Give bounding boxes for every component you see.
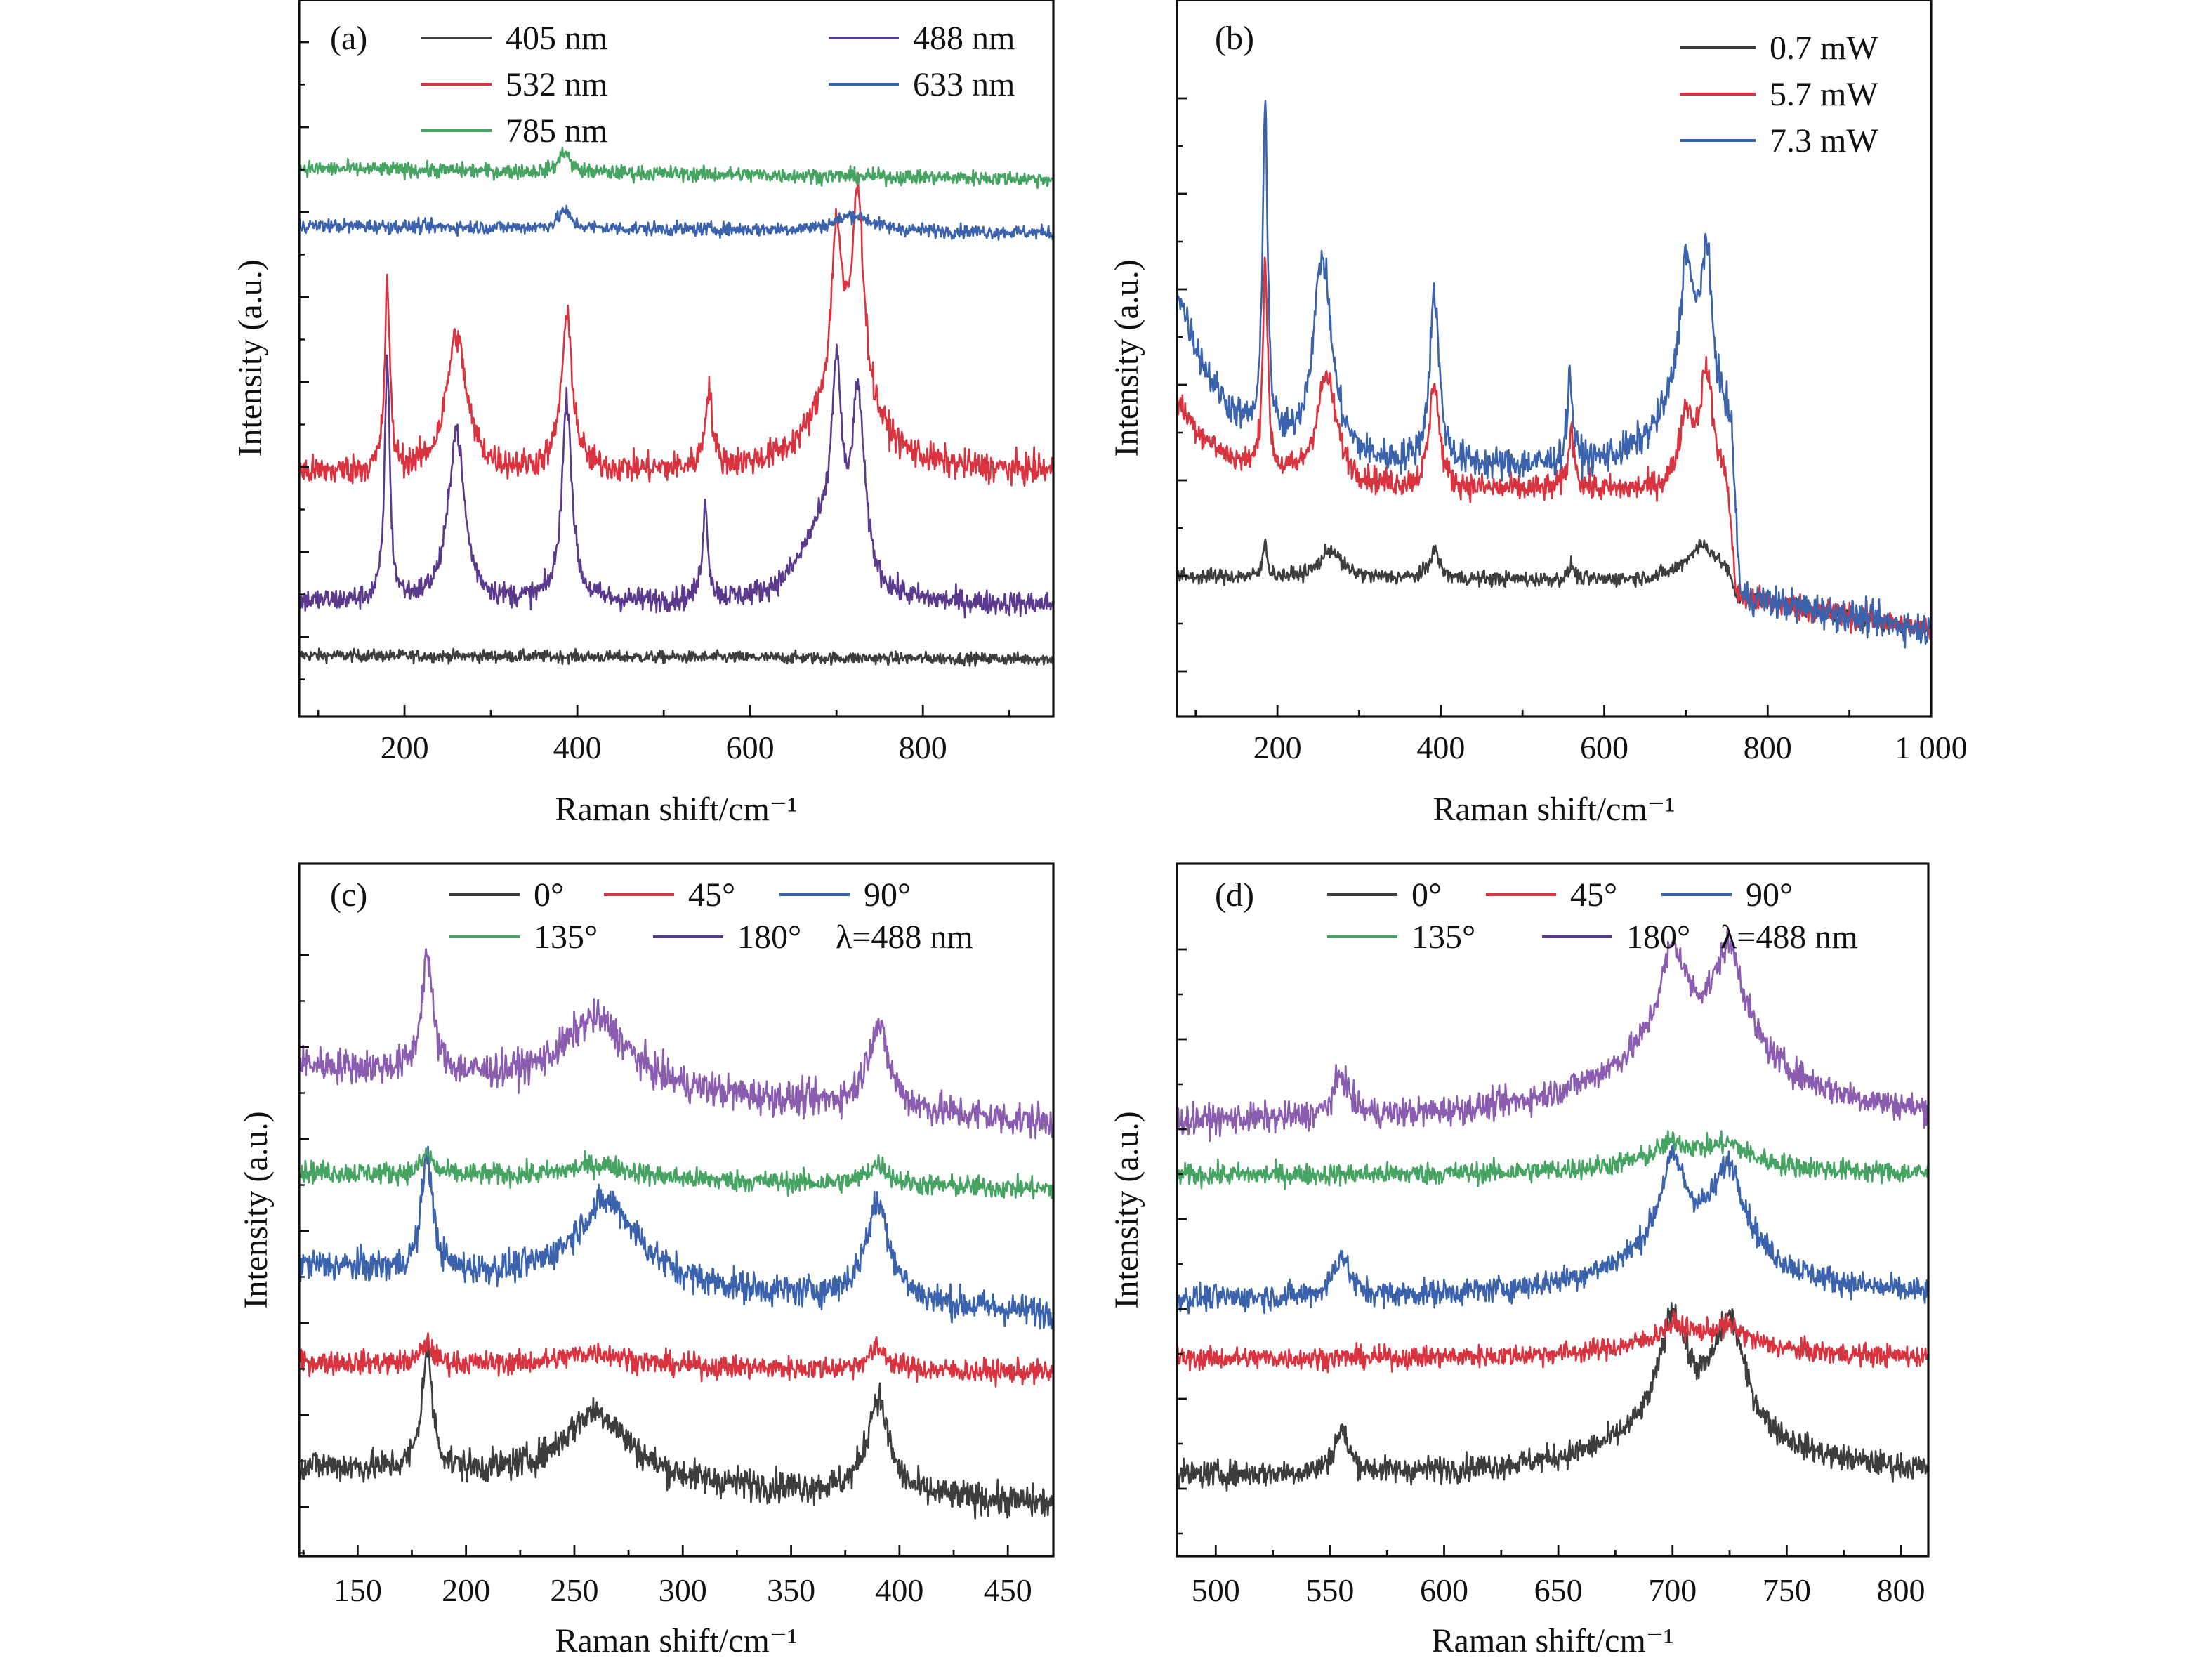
series-line-180° (1176, 928, 1930, 1143)
legend-entry: 90° (1746, 876, 1793, 914)
y-axis-label: Intensity (a.u.) (237, 1111, 275, 1308)
x-tick-label: 500 (1192, 1572, 1240, 1608)
legend-entry: 0.7 mW (1770, 29, 1878, 67)
wavelength-annotation: λ=488 nm (836, 919, 973, 956)
plot-frame (298, 862, 1055, 1558)
x-tick-label: 600 (1580, 730, 1628, 765)
legend-entry: 785 nm (506, 112, 607, 150)
x-axis-label: Raman shift/cm⁻¹ (555, 791, 798, 828)
series-line-0° (298, 1343, 1055, 1520)
panel-label: (c) (330, 876, 367, 914)
series-line-135° (298, 1147, 1054, 1200)
x-tick-label: 600 (1420, 1572, 1468, 1608)
y-axis-label: Intensity (a.u.) (1108, 259, 1145, 456)
legend-entry: 180° (1626, 919, 1690, 956)
legend-entry: 5.7 mW (1770, 76, 1878, 113)
legend-entry: 0° (1411, 876, 1442, 914)
panel-c: 150 200 250 300 350 400 450 Raman shift/cm⁻¹ Int… (237, 862, 1055, 1659)
series-line-180° (298, 948, 1055, 1140)
x-tick-label: 800 (1876, 1572, 1925, 1608)
x-tick-label: 400 (553, 730, 602, 765)
series-line-532nm (298, 172, 1055, 487)
series-line-488nm (298, 343, 1055, 619)
x-tick-label: 200 (442, 1572, 490, 1608)
panel-b: 200 400 600 800 1 000 Raman shift/cm⁻¹ Intensi… (1108, 0, 1968, 828)
series-line-135° (1176, 1130, 1930, 1190)
legend-entry: 135° (534, 919, 598, 956)
legend-entry: 0° (534, 876, 564, 914)
x-tick-label: 400 (1416, 730, 1465, 765)
x-tick-label: 200 (381, 730, 429, 765)
x-tick-label: 700 (1648, 1572, 1697, 1608)
x-tick-label: 550 (1305, 1572, 1354, 1608)
panel-label: (b) (1215, 20, 1254, 57)
series-line-633nm (298, 204, 1055, 241)
plot-frame (1176, 0, 1933, 718)
legend-entry: 45° (1570, 876, 1617, 914)
x-tick-label: 650 (1534, 1572, 1583, 1608)
legend: 405 nm 488 nm 532 nm 633 nm 785 nm (421, 20, 1015, 150)
x-tick-label: 150 (334, 1572, 382, 1608)
wavelength-annotation: λ=488 nm (1720, 919, 1858, 956)
series-line-45° (298, 1332, 1055, 1388)
legend-entry: 135° (1411, 919, 1475, 956)
legend-entry: 532 nm (506, 66, 607, 103)
series-line-90° (298, 1145, 1055, 1330)
panel-a: 200 400 600 800 Raman shift/cm⁻¹ Intensity (a… (232, 0, 1055, 828)
legend: 0.7 mW 5.7 mW 7.3 mW (1680, 29, 1878, 159)
series-line-0.7mW (1176, 538, 1931, 636)
x-axis-label: Raman shift/cm⁻¹ (1433, 791, 1676, 828)
y-axis-label: Intensity (a.u.) (1108, 1111, 1145, 1308)
legend-entry: 180° (737, 919, 801, 956)
x-tick-label: 400 (875, 1572, 923, 1608)
x-tick-label: 200 (1253, 730, 1302, 765)
legend-entry: 405 nm (506, 20, 607, 57)
panel-label: (a) (330, 20, 367, 57)
x-tick-label: 350 (767, 1572, 815, 1608)
x-axis-label: Raman shift/cm⁻¹ (1432, 1622, 1674, 1659)
x-tick-label: 800 (1744, 730, 1792, 765)
x-axis-label: Raman shift/cm⁻¹ (555, 1622, 798, 1659)
x-tick-label: 250 (550, 1572, 598, 1608)
legend: 0° 45° 90° 135° 180° λ=488 nm (449, 876, 973, 956)
x-tick-label: 450 (984, 1572, 1032, 1608)
x-tick-label: 300 (659, 1572, 707, 1608)
legend-entry: 488 nm (913, 20, 1015, 57)
legend: 0° 45° 90° 135° 180° λ=488 nm (1327, 876, 1858, 956)
legend-entry: 90° (864, 876, 911, 914)
series-line-0° (1176, 1302, 1930, 1492)
legend-entry: 7.3 mW (1770, 122, 1878, 159)
series-line-7.3mW (1176, 100, 1932, 649)
plot-frame (298, 0, 1055, 718)
legend-entry: 45° (688, 876, 735, 914)
plot-frame (1176, 862, 1930, 1558)
x-tick-label: 750 (1763, 1572, 1811, 1608)
legend-entry: 633 nm (913, 66, 1015, 103)
series-line-90° (1176, 1143, 1930, 1315)
x-tick-label: 800 (899, 730, 947, 765)
x-tick-label: 1 000 (1895, 730, 1968, 765)
y-axis-label: Intensity (a.u.) (232, 259, 269, 456)
series-line-45° (1176, 1310, 1930, 1374)
panel-d: 500 550 600 650 700 750 800 Raman shift/cm⁻¹ Int… (1108, 862, 1930, 1659)
x-tick-label: 600 (726, 730, 775, 765)
panel-label: (d) (1215, 876, 1254, 914)
series-line-785nm (298, 147, 1055, 190)
series-line-405nm (298, 647, 1055, 667)
